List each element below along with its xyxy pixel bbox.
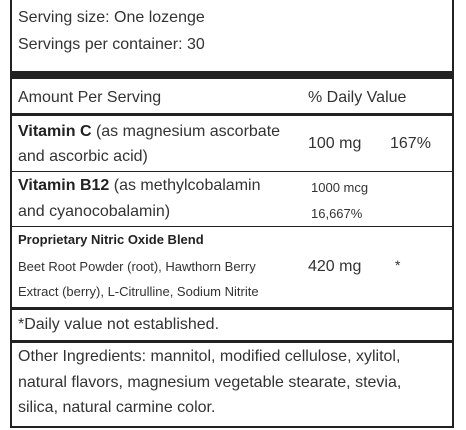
blend-title: Proprietary Nitric Oxide Blend (18, 232, 204, 247)
vitamin-b12-desc-1: (as methylcobalamin (113, 177, 261, 194)
blend-title-text: Proprietary Nitric Oxide Blend (18, 232, 204, 247)
vitamin-c-amount: 100 mg (308, 135, 362, 152)
amount-per-serving-header: Amount Per Serving (18, 89, 162, 106)
row-divider (12, 226, 452, 227)
serving-size: Serving size: One lozenge (18, 9, 205, 26)
header-divider (12, 113, 452, 116)
vitamin-c-desc-2: and ascorbic acid) (18, 148, 148, 165)
row-divider (12, 171, 452, 172)
footnote-divider (12, 340, 452, 343)
vitamin-c-desc-1: (as magnesium ascorbate (95, 123, 281, 140)
vitamin-b12-dv: 16,667% (311, 206, 363, 221)
other-ingredients-3: silica, natural carmine color. (18, 399, 216, 416)
other-ingredients-1: Other Ingredients: mannitol, modified ce… (18, 348, 401, 365)
thick-divider (12, 71, 452, 79)
daily-value-header: % Daily Value (308, 89, 407, 106)
vitamin-b12-amount: 1000 mcg (311, 180, 369, 195)
vitamin-b12-line1: Vitamin B12 (as methylcobalamin (18, 177, 260, 195)
other-ingredients-2: natural flavors, magnesium vegetable ste… (18, 374, 402, 391)
vitamin-c-line1: Vitamin C (as magnesium ascorbate (18, 123, 280, 141)
blend-amount: 420 mg (308, 258, 362, 275)
vitamin-c-name: Vitamin C (18, 123, 92, 140)
servings-per-container: Servings per container: 30 (18, 36, 205, 53)
blend-ingredients-2: Extract (berry), L-Citrulline, Sodium Ni… (18, 284, 259, 299)
vitamin-b12-name: Vitamin B12 (18, 177, 110, 194)
blend-dv: * (395, 257, 401, 273)
vitamin-b12-desc-2: and cyanocobalamin) (18, 203, 171, 220)
daily-value-footnote: *Daily value not established. (18, 316, 220, 333)
blend-divider (12, 307, 452, 310)
blend-ingredients-1: Beet Root Powder (root), Hawthorn Berry (18, 259, 256, 274)
supplement-facts-panel: Serving size: One lozenge Servings per c… (10, 0, 454, 428)
vitamin-c-dv: 167% (390, 135, 431, 152)
